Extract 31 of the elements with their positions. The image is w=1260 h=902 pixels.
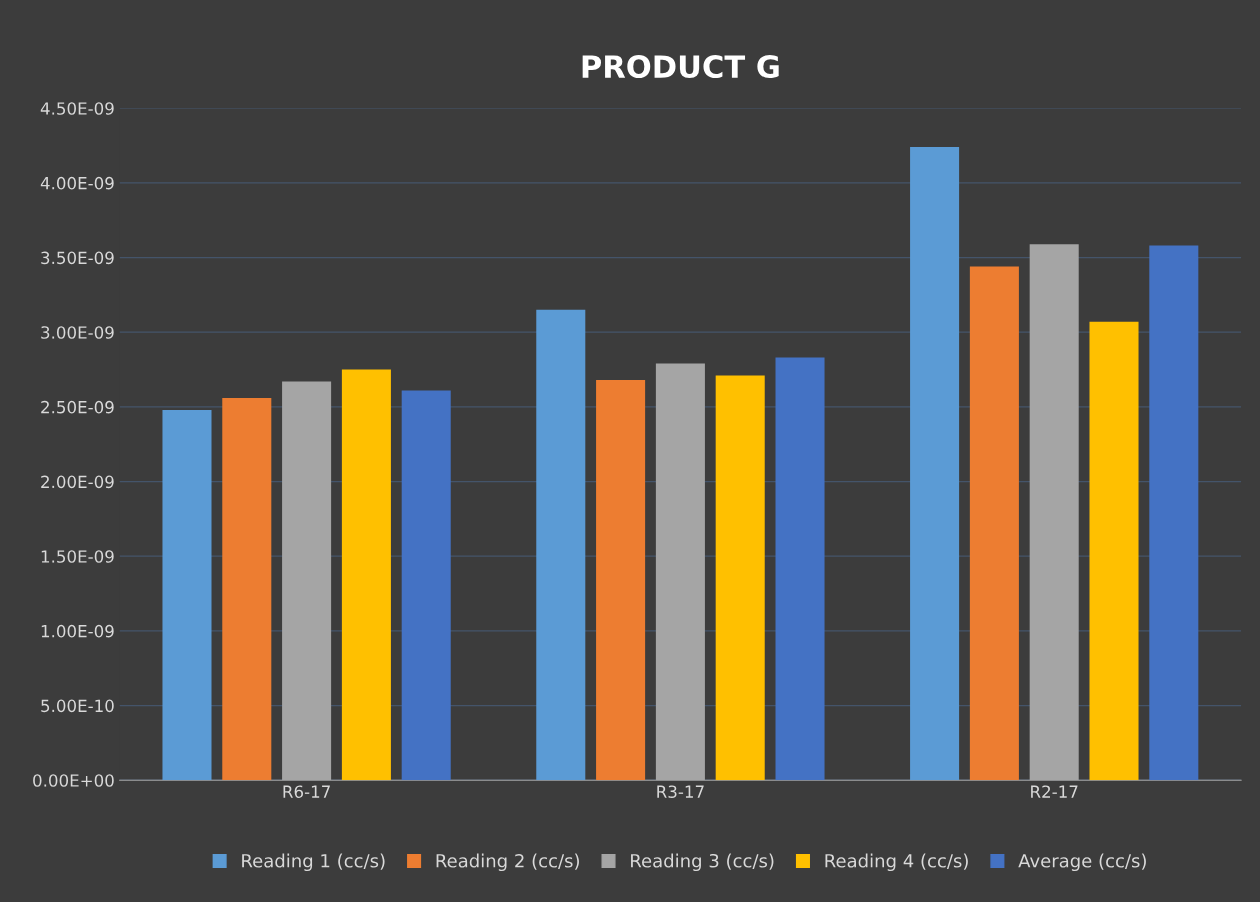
bar bbox=[536, 309, 586, 781]
bar bbox=[910, 147, 960, 781]
legend-label: Reading 4 (cc/s) bbox=[825, 853, 968, 872]
bar bbox=[1089, 321, 1139, 781]
legend-label: Reading 2 (cc/s) bbox=[436, 853, 579, 872]
y-tick-label: 1.50E-09 bbox=[41, 550, 114, 563]
x-tick-label: R3-17 bbox=[657, 785, 704, 798]
x-tick-label: R2-17 bbox=[1031, 785, 1078, 798]
legend-label: Reading 3 (cc/s) bbox=[631, 853, 774, 872]
legend-label: Average (cc/s) bbox=[1018, 853, 1146, 872]
chart-title: PRODUCT G bbox=[582, 55, 779, 79]
bar bbox=[775, 357, 825, 781]
bar bbox=[969, 266, 1019, 781]
y-tick-label: 3.00E-09 bbox=[41, 326, 114, 339]
y-tick-label: 5.00E-10 bbox=[41, 699, 114, 713]
bar bbox=[162, 409, 212, 781]
y-tick-label: 0.00E+00 bbox=[33, 774, 114, 787]
bar bbox=[222, 397, 272, 781]
bar bbox=[341, 369, 391, 781]
legend-label: Reading 1 (cc/s) bbox=[242, 853, 385, 872]
y-tick-label: 2.50E-09 bbox=[41, 400, 114, 414]
bar bbox=[1149, 245, 1199, 781]
x-tick-label: R6-17 bbox=[283, 785, 330, 798]
y-tick-label: 4.00E-09 bbox=[40, 176, 114, 190]
y-tick-label: 2.00E-09 bbox=[41, 475, 114, 489]
bar bbox=[715, 375, 765, 781]
bar bbox=[596, 380, 646, 781]
y-tick-label: 3.50E-09 bbox=[41, 251, 114, 265]
y-tick-label: 4.50E-09 bbox=[40, 102, 114, 115]
bar bbox=[401, 390, 451, 781]
y-tick-label: 1.00E-09 bbox=[41, 624, 114, 638]
